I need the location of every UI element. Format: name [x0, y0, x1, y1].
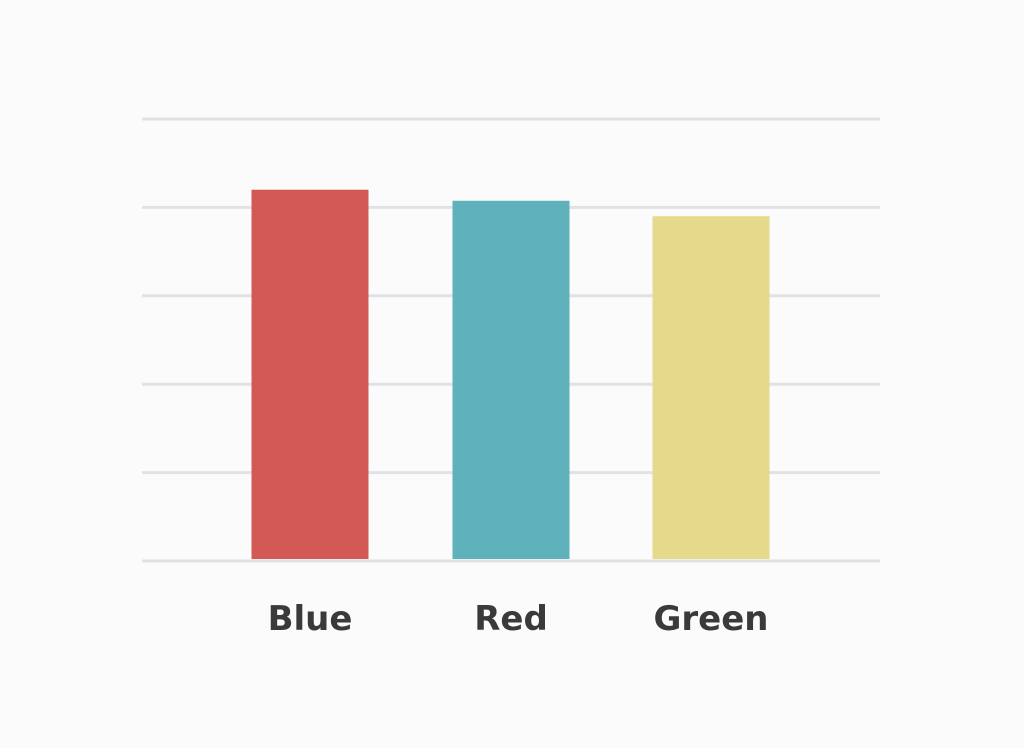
x-tick-label-blue: Blue: [268, 599, 353, 639]
x-tick-label-green: Green: [654, 599, 769, 639]
bar-green: [652, 216, 770, 560]
x-tick-label-red: Red: [474, 599, 548, 639]
x-tick-labels: Blue Red Green: [268, 599, 769, 639]
bar-blue: [251, 189, 369, 559]
bars: [251, 189, 770, 560]
bar-red: [452, 200, 570, 559]
